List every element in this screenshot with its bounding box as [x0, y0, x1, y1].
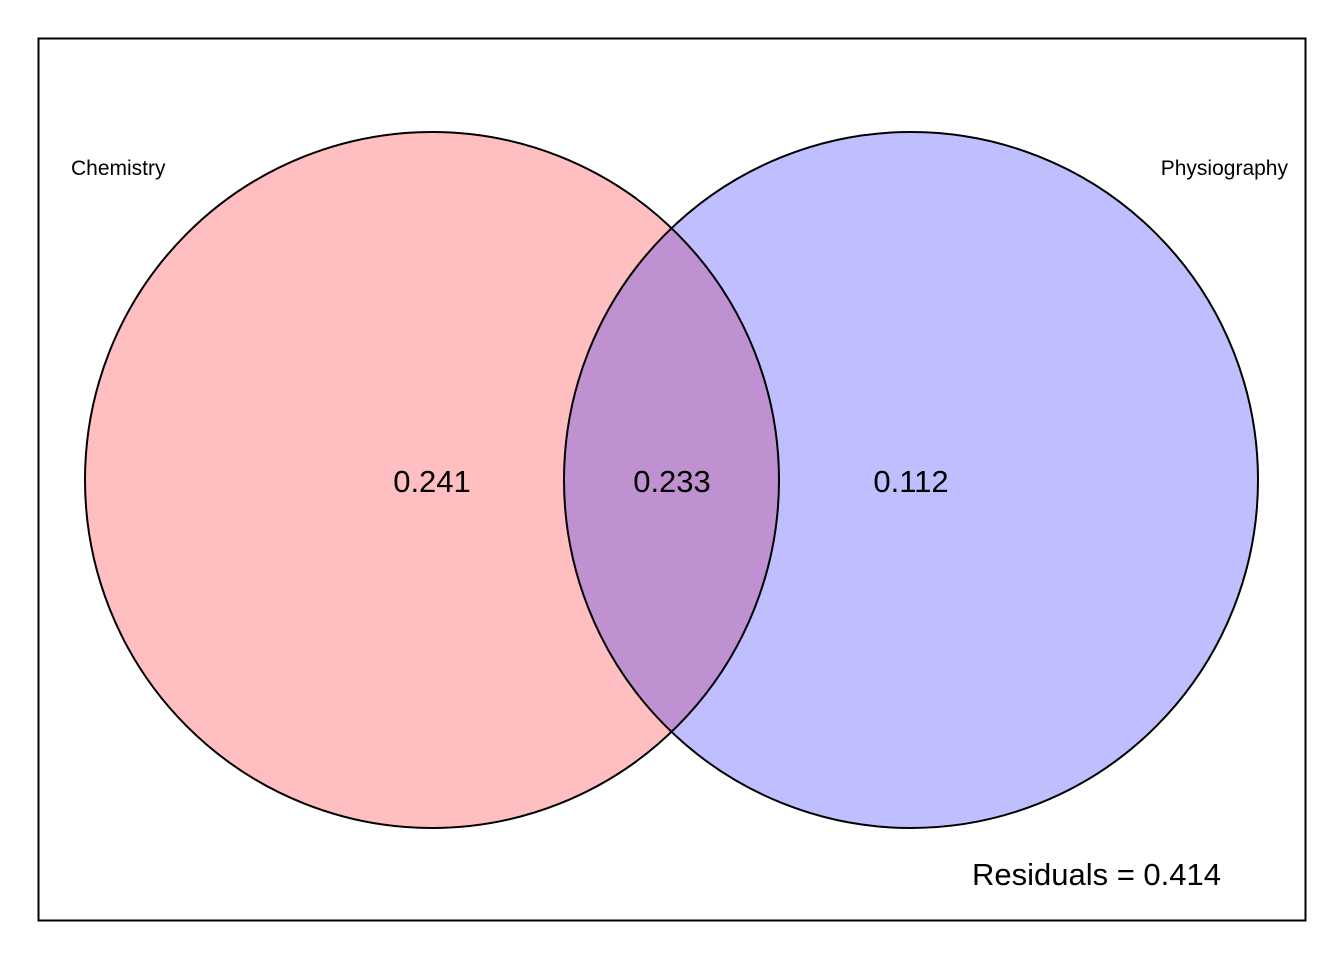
physiography-circle-outline	[563, 131, 1259, 829]
plot-frame	[37, 37, 1307, 922]
physiography-label: Physiography	[1161, 157, 1289, 180]
physiography-only-value: 0.112	[873, 464, 948, 499]
chemistry-label: Chemistry	[71, 157, 166, 180]
residuals-label: Residuals = 0.414	[972, 857, 1221, 892]
chemistry-only-value: 0.241	[393, 464, 471, 499]
physiography-circle	[564, 132, 1258, 828]
chemistry-circle-outline	[84, 131, 780, 829]
overlap-value: 0.233	[633, 464, 711, 499]
chemistry-circle	[85, 132, 779, 828]
